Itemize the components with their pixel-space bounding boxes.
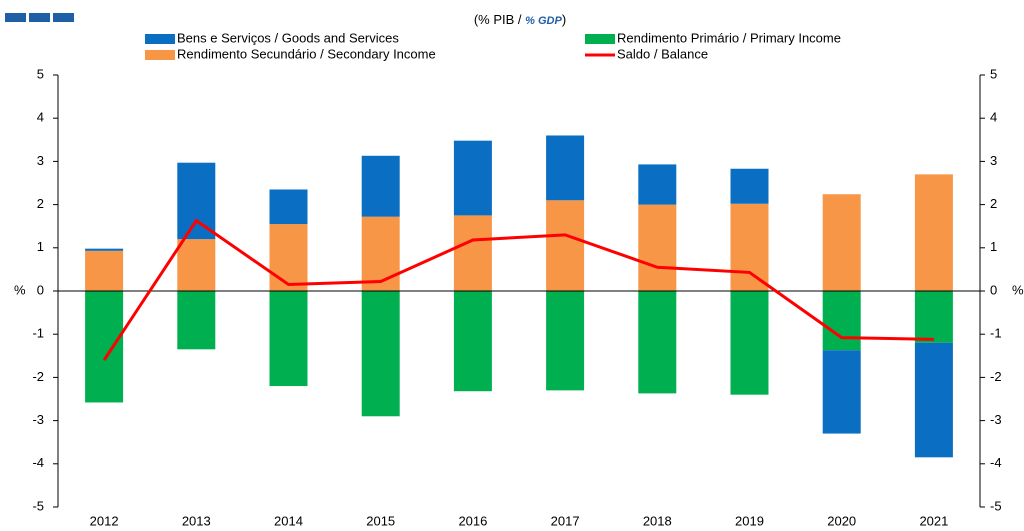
y2-tick-label: -5 bbox=[990, 498, 1002, 513]
y2-tick-label: -1 bbox=[990, 326, 1002, 341]
y-tick-label: 3 bbox=[37, 153, 44, 168]
subtitle-pt: (% PIB / bbox=[474, 12, 525, 27]
y-tick-label: -5 bbox=[32, 498, 44, 513]
y2-tick-label: -3 bbox=[990, 412, 1002, 427]
x-tick-label: 2020 bbox=[827, 513, 856, 528]
y-tick-label: -4 bbox=[32, 455, 44, 470]
y2-tick-label: -2 bbox=[990, 369, 1002, 384]
legend-swatch bbox=[585, 34, 615, 44]
bar bbox=[269, 224, 308, 291]
legend-label: Bens e Serviços / Goods and Services bbox=[177, 30, 399, 45]
x-tick-label: 2016 bbox=[458, 513, 487, 528]
bar bbox=[269, 291, 308, 387]
y-tick-label: 0 bbox=[37, 282, 44, 297]
y-tick-label: 5 bbox=[37, 66, 44, 81]
bar bbox=[85, 250, 124, 291]
x-tick-label: 2015 bbox=[366, 513, 395, 528]
bar bbox=[914, 174, 953, 291]
x-tick-label: 2018 bbox=[643, 513, 672, 528]
bar bbox=[85, 248, 124, 251]
bar bbox=[361, 291, 400, 417]
y-tick-label: 2 bbox=[37, 196, 44, 211]
subtitle-en: % GDP bbox=[525, 15, 562, 27]
x-tick-label: 2012 bbox=[90, 513, 119, 528]
bar bbox=[638, 204, 677, 291]
bar bbox=[730, 168, 769, 204]
bar bbox=[822, 350, 861, 434]
bar bbox=[269, 189, 308, 225]
bar bbox=[361, 216, 400, 291]
x-tick-label: 2021 bbox=[919, 513, 948, 528]
x-tick-label: 2013 bbox=[182, 513, 211, 528]
y-tick-label: 1 bbox=[37, 239, 44, 254]
bar bbox=[638, 164, 677, 205]
y2-tick-label: 1 bbox=[990, 239, 997, 254]
bar bbox=[730, 203, 769, 291]
bar bbox=[177, 291, 216, 350]
bar bbox=[453, 215, 492, 291]
bar bbox=[730, 291, 769, 395]
subtitle-end: ) bbox=[562, 12, 566, 27]
bar bbox=[546, 291, 585, 391]
y2-tick-label: 3 bbox=[990, 153, 997, 168]
y2-tick-label: 5 bbox=[990, 66, 997, 81]
legend-label: Saldo / Balance bbox=[617, 46, 708, 61]
legend-swatch bbox=[145, 34, 175, 44]
bar bbox=[546, 135, 585, 201]
y2-axis-label: % bbox=[1012, 282, 1024, 297]
y2-tick-label: -4 bbox=[990, 455, 1002, 470]
bar bbox=[546, 200, 585, 291]
y-tick-label: 4 bbox=[37, 110, 44, 125]
bar bbox=[453, 140, 492, 216]
x-tick-label: 2014 bbox=[274, 513, 303, 528]
bar bbox=[822, 291, 861, 351]
y2-tick-label: 2 bbox=[990, 196, 997, 211]
bar bbox=[914, 291, 953, 343]
legend-swatch bbox=[145, 50, 175, 60]
y2-tick-label: 0 bbox=[990, 282, 997, 297]
bar bbox=[822, 194, 861, 291]
bar bbox=[177, 239, 216, 291]
y-tick-label: -3 bbox=[32, 412, 44, 427]
y-tick-label: -1 bbox=[32, 326, 44, 341]
bar bbox=[638, 291, 677, 394]
legend-label: Rendimento Primário / Primary Income bbox=[617, 30, 841, 45]
bar bbox=[361, 155, 400, 217]
balance-line bbox=[102, 218, 934, 361]
bar bbox=[177, 162, 216, 240]
y-tick-label: -2 bbox=[32, 369, 44, 384]
y-axis-label: % bbox=[14, 282, 26, 297]
x-tick-label: 2017 bbox=[551, 513, 580, 528]
subtitle: (% PIB / % GDP) bbox=[474, 12, 566, 27]
bar bbox=[453, 291, 492, 392]
x-tick-label: 2019 bbox=[735, 513, 764, 528]
legend-label: Rendimento Secundário / Secondary Income bbox=[177, 46, 436, 61]
bar bbox=[914, 342, 953, 458]
logo bbox=[5, 13, 74, 22]
bar bbox=[85, 291, 124, 403]
y2-tick-label: 4 bbox=[990, 110, 997, 125]
